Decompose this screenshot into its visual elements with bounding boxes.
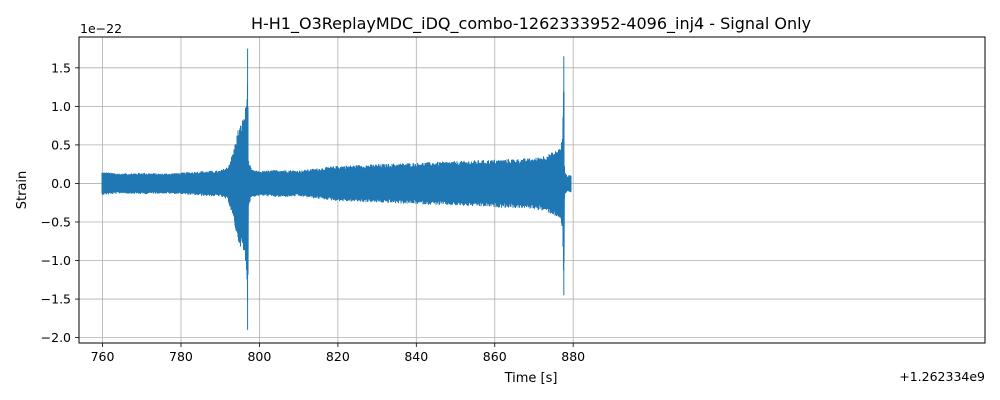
x-tick-label: 840 (404, 349, 428, 364)
strain-series-line (101, 48, 572, 330)
y-tick-label: 1.0 (51, 99, 71, 114)
grid (79, 37, 985, 343)
x-axis-offset-label: +1.262334e9 (899, 369, 985, 384)
axes-frame (78, 36, 986, 344)
x-tick-label: 860 (483, 349, 507, 364)
y-tick-label: −1.5 (41, 292, 71, 307)
x-tick-label: 880 (561, 349, 585, 364)
y-axis-ticks: −2.0 −1.5 −1.0 −0.5 0.0 0.5 1.0 1.5 (41, 60, 79, 345)
chart-title: H-H1_O3ReplayMDC_iDQ_combo-1262333952-40… (251, 14, 811, 34)
y-tick-label: −0.5 (41, 214, 71, 229)
y-tick-label: 0.0 (51, 176, 71, 191)
x-tick-label: 820 (326, 349, 350, 364)
y-axis-label: Strain (15, 171, 30, 210)
signal-series (101, 48, 572, 330)
x-axis-label: Time [s] (504, 371, 558, 386)
x-axis-ticks: 760 780 800 820 840 860 880 (91, 343, 585, 364)
y-axis-multiplier-label: 1e−22 (80, 21, 122, 36)
x-tick-label: 800 (247, 349, 271, 364)
y-tick-label: 1.5 (51, 60, 71, 75)
x-tick-label: 780 (169, 349, 193, 364)
y-tick-label: −1.0 (41, 253, 71, 268)
y-tick-label: 0.5 (51, 137, 71, 152)
y-tick-label: −2.0 (41, 330, 71, 345)
x-tick-label: 760 (91, 349, 115, 364)
